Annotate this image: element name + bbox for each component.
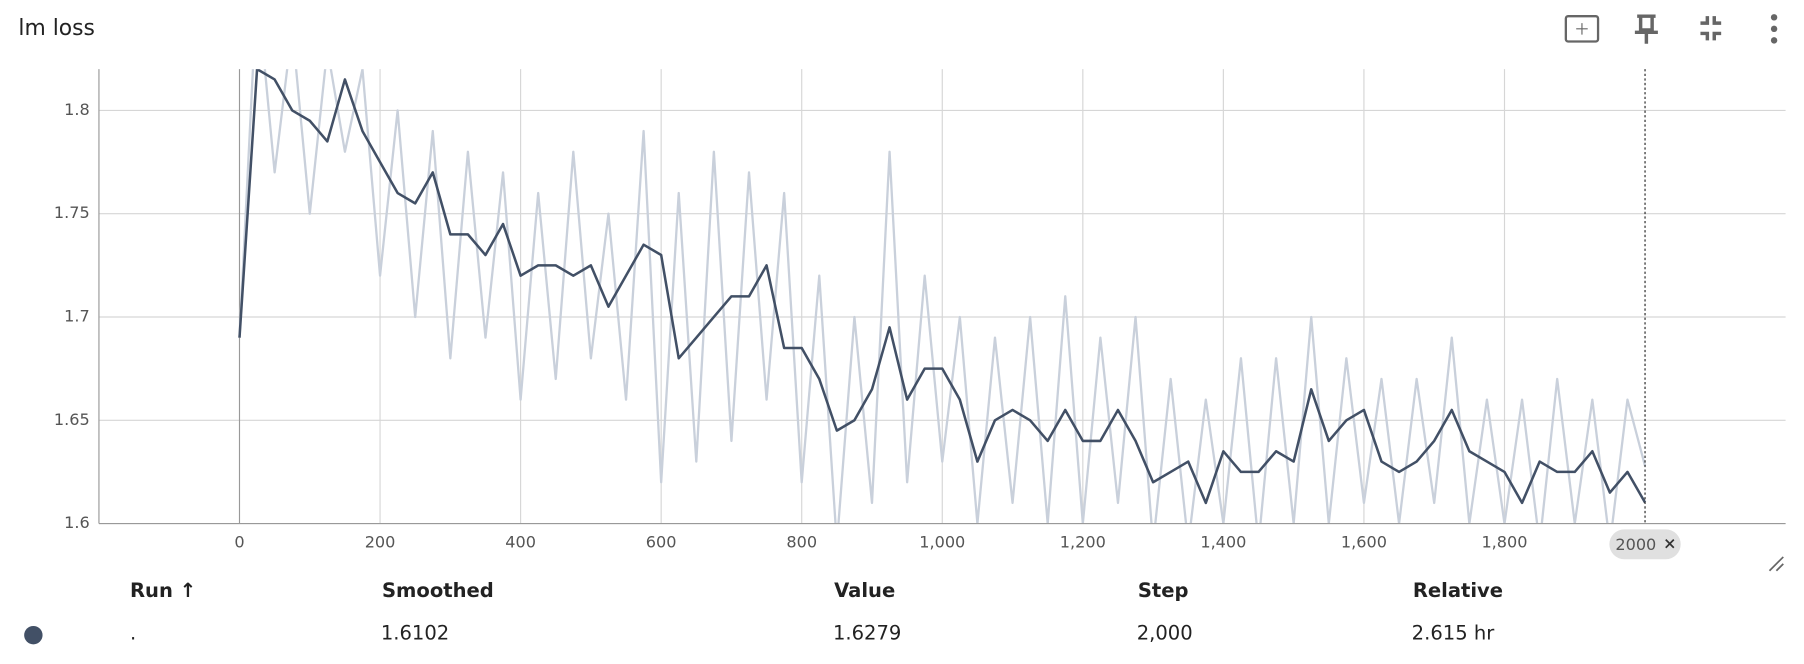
hover-pill[interactable] bbox=[1609, 529, 1681, 560]
series-group bbox=[238, 69, 1647, 524]
column-header: Smoothed bbox=[382, 579, 494, 602]
hover-step-label: 2000 bbox=[1615, 535, 1656, 554]
table-cell: 2.615 hr bbox=[1412, 622, 1496, 645]
plot: 1.6 1.65 1.7 1.75 1.8 0 200 400 600 800 1,000 1,200… bbox=[54, 69, 1786, 552]
x-tick-label: 1,800 bbox=[1481, 533, 1527, 552]
smoothed-line bbox=[238, 69, 1647, 505]
table-cell: . bbox=[130, 622, 136, 645]
resize-handle[interactable] bbox=[1768, 556, 1784, 572]
pin-icon[interactable] bbox=[1634, 14, 1658, 44]
x-tick-label: 1,000 bbox=[919, 533, 965, 552]
y-tick-label: 1.6 bbox=[64, 513, 90, 532]
raw-line bbox=[238, 69, 1647, 524]
x-tick-label: 0 bbox=[234, 533, 244, 552]
collapse-icon[interactable] bbox=[1700, 16, 1722, 41]
y-tick-label: 1.8 bbox=[64, 100, 90, 119]
fullscreen-icon[interactable] bbox=[1564, 15, 1600, 43]
run-color-dot[interactable] bbox=[24, 625, 43, 645]
table-cell: 2,000 bbox=[1137, 622, 1193, 645]
card-title: lm loss bbox=[18, 16, 95, 41]
more-icon[interactable] bbox=[1770, 14, 1778, 44]
hover-group: 2000 bbox=[1609, 69, 1681, 560]
column-header[interactable]: Run ↑ bbox=[130, 579, 196, 602]
x-tick-label: 1,400 bbox=[1200, 533, 1246, 552]
table-cell: 1.6102 bbox=[381, 622, 449, 645]
table-cell: 1.6279 bbox=[833, 622, 901, 645]
column-header: Relative bbox=[1413, 579, 1503, 602]
x-tick-label: 200 bbox=[365, 533, 396, 552]
column-header: Step bbox=[1138, 579, 1189, 602]
hover-close[interactable] bbox=[1665, 539, 1675, 549]
x-tick-label: 600 bbox=[646, 533, 677, 552]
y-tick-label: 1.7 bbox=[64, 306, 90, 325]
x-tick-label: 1,600 bbox=[1341, 533, 1387, 552]
y-tick-label: 1.75 bbox=[54, 203, 90, 222]
x-tick-label: 800 bbox=[786, 533, 817, 552]
column-header: Value bbox=[834, 579, 895, 602]
y-tick-label: 1.65 bbox=[54, 410, 90, 429]
x-tick-label: 1,200 bbox=[1060, 533, 1106, 552]
data-table: Run ↑ Smoothed Value Step Relative. 1.6102 1.6… bbox=[130, 579, 1503, 645]
x-tick-label: 400 bbox=[505, 533, 536, 552]
